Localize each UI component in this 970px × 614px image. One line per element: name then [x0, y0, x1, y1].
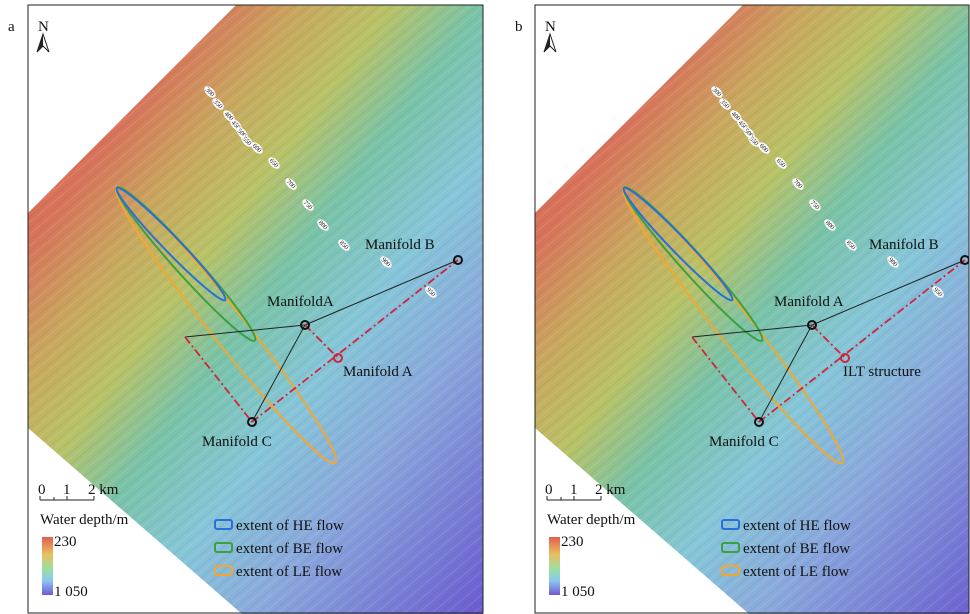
depth-min: 1 050 — [561, 584, 595, 600]
legend-label: extent of LE flow — [743, 564, 849, 580]
site-label: ManifoldA — [267, 294, 334, 310]
site-label: Manifold A — [774, 294, 844, 310]
legend-label: extent of HE flow — [236, 518, 344, 534]
scale-label: 1 — [63, 482, 71, 498]
scale-label: 1 — [570, 482, 578, 498]
scale-label: 2 km — [595, 482, 626, 498]
site-label: Manifold A — [343, 364, 413, 380]
figure: 3003504004505005506006507007508008509009… — [0, 0, 970, 614]
scale-label: 2 km — [88, 482, 119, 498]
map-panel: 3003504004505005506006507007508008509009… — [515, 5, 970, 614]
site-label: Manifold C — [202, 434, 272, 450]
depth-colorbar — [42, 537, 53, 595]
north-label: N — [545, 19, 556, 35]
panel-label: a — [8, 19, 15, 35]
scale-bar — [40, 496, 94, 500]
depth-max: 230 — [561, 534, 584, 550]
depth-min: 1 050 — [54, 584, 88, 600]
site-label: Manifold B — [365, 237, 435, 253]
depth-colorbar — [549, 537, 560, 595]
site-label: Manifold B — [869, 237, 939, 253]
legend-label: extent of BE flow — [743, 541, 850, 557]
map-panel: 3003504004505005506006507007508008509009… — [8, 5, 483, 614]
legend-label: extent of HE flow — [743, 518, 851, 534]
panel-label: b — [515, 19, 523, 35]
scale-bar — [547, 496, 601, 500]
legend-title: Water depth/m — [40, 512, 129, 528]
legend-title: Water depth/m — [547, 512, 636, 528]
scale-label: 0 — [38, 482, 46, 498]
site-label: Manifold C — [709, 434, 779, 450]
scale-label: 0 — [545, 482, 553, 498]
depth-max: 230 — [54, 534, 77, 550]
legend-label: extent of BE flow — [236, 541, 343, 557]
site-label: ILT structure — [843, 364, 921, 380]
north-label: N — [38, 19, 49, 35]
legend-label: extent of LE flow — [236, 564, 342, 580]
